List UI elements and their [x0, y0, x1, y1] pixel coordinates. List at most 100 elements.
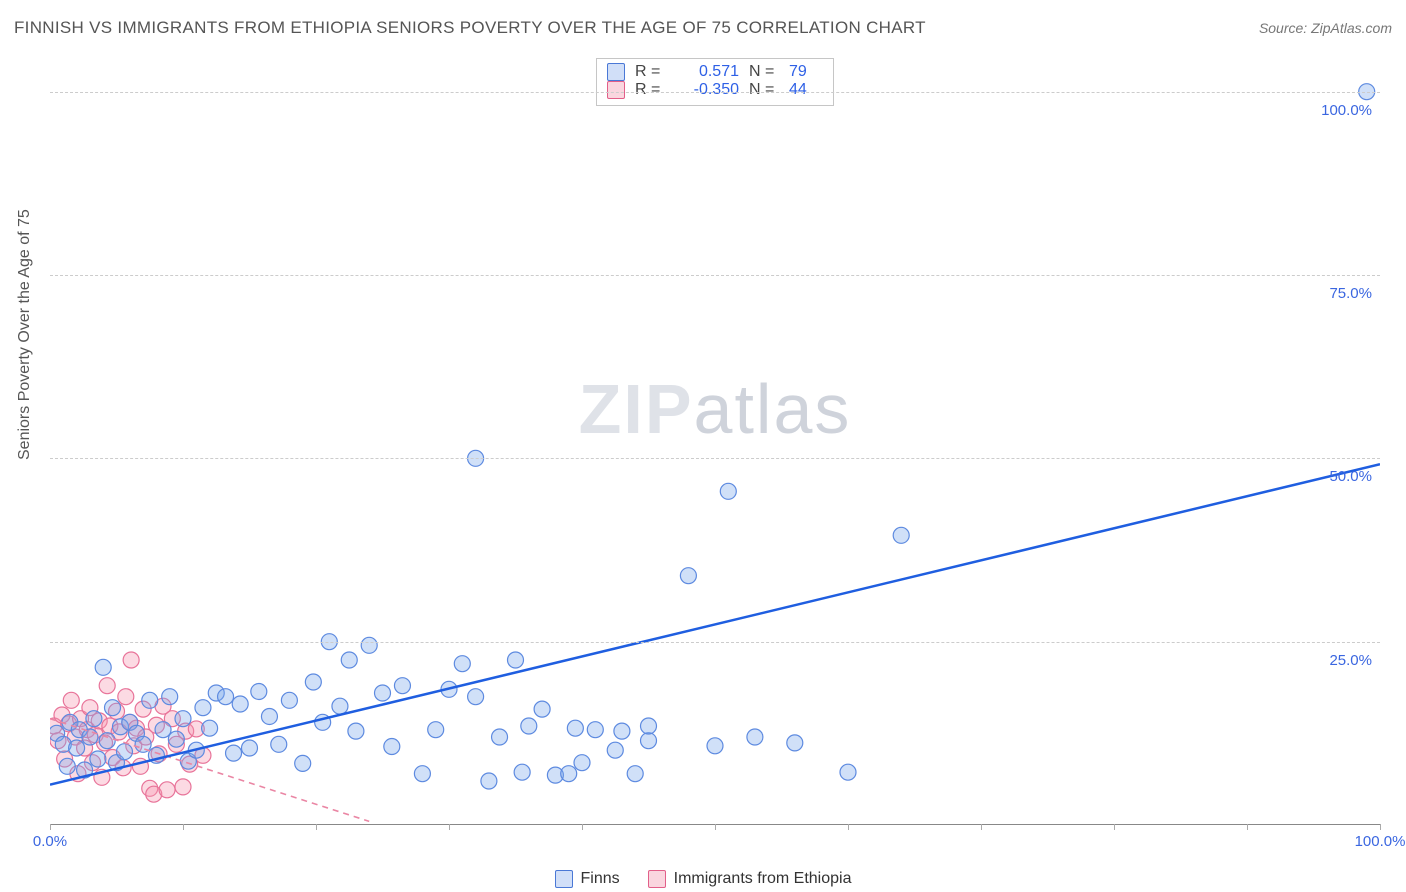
- data-point: [99, 733, 115, 749]
- data-point: [86, 711, 102, 727]
- x-tick: [1380, 824, 1381, 830]
- r-label-1: R =: [635, 63, 665, 81]
- data-point: [561, 766, 577, 782]
- data-point: [508, 652, 524, 668]
- legend-item-finns: Finns: [555, 870, 620, 888]
- r-value-2: -0.350: [675, 81, 739, 99]
- data-point: [680, 568, 696, 584]
- grid-line: [50, 642, 1380, 643]
- x-tick: [1114, 824, 1115, 830]
- data-point: [82, 729, 98, 745]
- data-point: [305, 674, 321, 690]
- data-point: [218, 689, 234, 705]
- data-point: [414, 766, 430, 782]
- n-value-1: 79: [789, 63, 823, 81]
- data-point: [168, 731, 184, 747]
- x-tick: [582, 824, 583, 830]
- data-point: [481, 773, 497, 789]
- data-point: [159, 782, 175, 798]
- data-point: [587, 722, 603, 738]
- data-point: [514, 764, 530, 780]
- data-point: [384, 739, 400, 755]
- x-tick: [183, 824, 184, 830]
- x-tick-label: 0.0%: [33, 833, 67, 850]
- legend-row-ethiopia: R = -0.350 N = 44: [607, 81, 823, 99]
- data-point: [251, 684, 267, 700]
- data-point: [492, 729, 508, 745]
- data-point: [63, 692, 79, 708]
- data-point: [226, 745, 242, 761]
- data-point: [521, 718, 537, 734]
- n-label-1: N =: [749, 63, 779, 81]
- x-tick: [1247, 824, 1248, 830]
- x-tick: [316, 824, 317, 830]
- x-tick: [449, 824, 450, 830]
- data-point: [202, 720, 218, 736]
- data-point: [428, 722, 444, 738]
- data-point: [59, 758, 75, 774]
- data-point: [567, 720, 583, 736]
- x-tick: [981, 824, 982, 830]
- y-tick-label: 50.0%: [1329, 468, 1372, 485]
- data-point: [118, 689, 134, 705]
- grid-line: [50, 458, 1380, 459]
- data-point: [271, 736, 287, 752]
- legend-row-finns: R = 0.571 N = 79: [607, 63, 823, 81]
- data-point: [142, 692, 158, 708]
- plot-svg: [50, 55, 1380, 825]
- data-point: [394, 678, 410, 694]
- swatch-blue-icon: [607, 63, 625, 81]
- data-point: [341, 652, 357, 668]
- x-tick: [50, 824, 51, 830]
- data-point: [195, 700, 211, 716]
- chart-title: FINNISH VS IMMIGRANTS FROM ETHIOPIA SENI…: [14, 18, 926, 38]
- data-point: [893, 527, 909, 543]
- data-point: [348, 723, 364, 739]
- grid-line: [50, 275, 1380, 276]
- y-axis-label: Seniors Poverty Over the Age of 75: [16, 209, 34, 460]
- legend-label-ethiopia: Immigrants from Ethiopia: [674, 870, 852, 888]
- data-point: [155, 722, 171, 738]
- r-label-2: R =: [635, 81, 665, 99]
- swatch-blue-icon: [555, 870, 573, 888]
- data-point: [720, 483, 736, 499]
- data-point: [105, 700, 121, 716]
- x-tick-label: 100.0%: [1355, 833, 1406, 850]
- data-point: [69, 740, 85, 756]
- plot-area: ZIPatlas R = 0.571 N = 79 R = -0.350 N =…: [50, 55, 1380, 825]
- data-point: [641, 733, 657, 749]
- source-label: Source: ZipAtlas.com: [1259, 20, 1392, 36]
- data-point: [627, 766, 643, 782]
- data-point: [116, 744, 132, 760]
- legend-series: Finns Immigrants from Ethiopia: [0, 870, 1406, 888]
- data-point: [175, 779, 191, 795]
- data-point: [468, 689, 484, 705]
- data-point: [242, 740, 258, 756]
- swatch-pink-icon: [648, 870, 666, 888]
- data-point: [607, 742, 623, 758]
- trend-line-finns: [50, 464, 1380, 784]
- x-tick: [715, 824, 716, 830]
- data-point: [90, 751, 106, 767]
- data-point: [747, 729, 763, 745]
- data-point: [232, 696, 248, 712]
- y-tick-label: 25.0%: [1329, 652, 1372, 669]
- data-point: [707, 738, 723, 754]
- data-point: [614, 723, 630, 739]
- data-point: [375, 685, 391, 701]
- data-point: [332, 698, 348, 714]
- legend-item-ethiopia: Immigrants from Ethiopia: [648, 870, 852, 888]
- data-point: [261, 708, 277, 724]
- legend-label-finns: Finns: [581, 870, 620, 888]
- data-point: [787, 735, 803, 751]
- y-tick-label: 100.0%: [1321, 102, 1372, 119]
- data-point: [574, 755, 590, 771]
- data-point: [175, 711, 191, 727]
- data-point: [95, 659, 111, 675]
- data-point: [361, 637, 377, 653]
- grid-line: [50, 92, 1380, 93]
- data-point: [295, 755, 311, 771]
- chart-container: FINNISH VS IMMIGRANTS FROM ETHIOPIA SENI…: [0, 0, 1406, 892]
- data-point: [454, 656, 470, 672]
- data-point: [840, 764, 856, 780]
